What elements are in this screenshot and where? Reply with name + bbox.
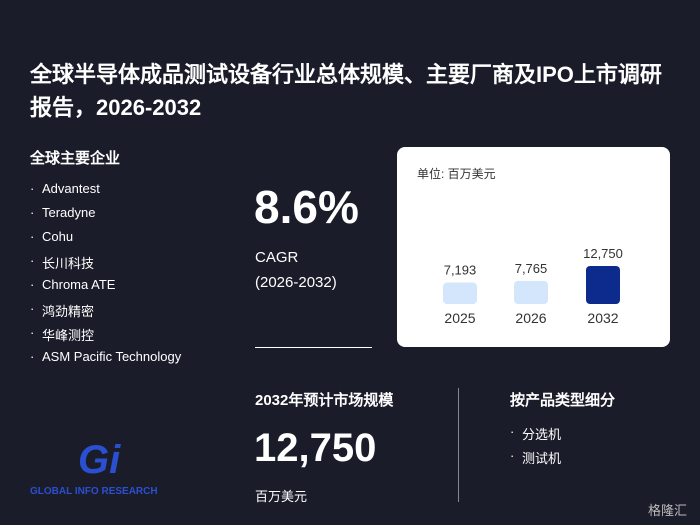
market-unit: 百万美元 bbox=[255, 489, 308, 504]
category-label: 2025 bbox=[444, 310, 475, 326]
company: 鸿劲精密 bbox=[30, 301, 94, 320]
chart-card: 单位: 百万美元 7,193 2025 7,765 2026 12,750 2032 bbox=[397, 147, 670, 347]
divider bbox=[255, 347, 372, 348]
companies-heading: 全球主要企业 bbox=[30, 150, 121, 167]
bar bbox=[443, 282, 477, 304]
unit-label: 单位: 百万美元 bbox=[417, 166, 496, 181]
cagr-period: (2026-2032) bbox=[255, 274, 337, 291]
segment: 测试机 bbox=[510, 448, 561, 467]
cagr-label: CAGR bbox=[255, 249, 299, 266]
category-label: 2032 bbox=[587, 310, 618, 326]
market-value: 12,750 bbox=[254, 426, 377, 470]
segment: 分选机 bbox=[510, 424, 561, 443]
logo-text: GLOBAL INFO RESEARCH bbox=[30, 486, 158, 497]
watermark: 格隆汇 bbox=[648, 503, 688, 518]
company: Advantest bbox=[30, 181, 100, 196]
value-label: 7,765 bbox=[515, 261, 548, 276]
title: 全球半导体成品测试设备行业总体规模、主要厂商及IPO上市调研报告，2026-20… bbox=[30, 62, 662, 120]
company: Chroma ATE bbox=[30, 277, 116, 292]
bar bbox=[514, 280, 548, 304]
value-label: 7,193 bbox=[444, 263, 477, 278]
chart: 单位: 百万美元 7,193 2025 7,765 2026 12,750 2032 bbox=[417, 166, 623, 326]
company: 长川科技 bbox=[30, 253, 94, 272]
company: Cohu bbox=[30, 229, 73, 244]
cagr-value: 8.6% bbox=[254, 181, 359, 233]
bar bbox=[586, 266, 620, 304]
market-heading: 2032年预计市场规模 bbox=[255, 392, 394, 409]
segments-heading: 按产品类型细分 bbox=[510, 392, 616, 409]
divider bbox=[458, 388, 459, 502]
value-label: 12,750 bbox=[583, 246, 623, 261]
company: ASM Pacific Technology bbox=[30, 349, 181, 364]
category-label: 2026 bbox=[515, 310, 546, 326]
company: 华峰测控 bbox=[30, 325, 94, 344]
logo-mark: Gi bbox=[78, 438, 121, 482]
company: Teradyne bbox=[30, 205, 96, 220]
